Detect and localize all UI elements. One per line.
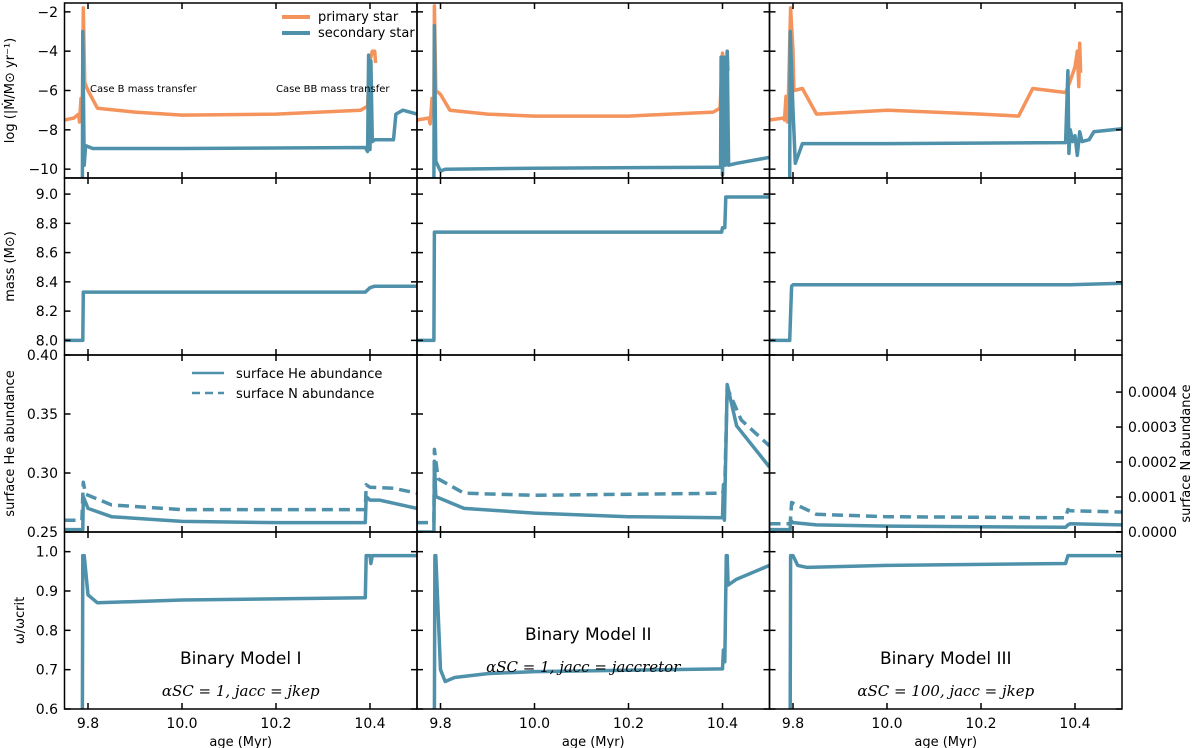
x-tick-label: 10.0 bbox=[166, 716, 197, 732]
primary-mdot-line bbox=[769, 6, 1083, 124]
annotation-case-bb: Case BB mass transfer bbox=[276, 84, 390, 95]
panel-frame bbox=[768, 531, 1123, 710]
y-tick-label: 0.40 bbox=[27, 348, 58, 364]
surface-n-line bbox=[64, 480, 417, 522]
y-tick-label: 0.7 bbox=[36, 663, 58, 679]
y-tick-label: −4 bbox=[37, 44, 58, 60]
x-tick-label: 10.0 bbox=[871, 716, 902, 732]
y-tick-label: 0.30 bbox=[27, 466, 58, 482]
y-tick-label: 8.8 bbox=[36, 216, 58, 232]
x-tick-label: 10.4 bbox=[354, 716, 385, 732]
y-tick-label-right: 0.0001 bbox=[1128, 490, 1177, 506]
y-axis-label: surface He abundance bbox=[3, 370, 18, 516]
x-axis-label: age (Myr) bbox=[914, 735, 977, 748]
y-tick-label: 0.8 bbox=[36, 623, 58, 639]
secondary-mdot-line bbox=[417, 23, 770, 178]
x-tick-label: 10.4 bbox=[1059, 716, 1090, 732]
y-tick-label: −2 bbox=[37, 5, 58, 21]
secondary-mass-line bbox=[64, 284, 417, 343]
model-title: Binary Model I bbox=[180, 649, 302, 669]
x-tick-label: 10.4 bbox=[707, 716, 738, 732]
legend-n-label: surface N abundance bbox=[236, 387, 374, 402]
legend-he-label: surface He abundance bbox=[236, 367, 382, 382]
y-axis-label: log (|Ṁ/M⊙ yr⁻¹) bbox=[2, 38, 18, 143]
y-tick-label: 9.0 bbox=[36, 187, 58, 203]
omega-line bbox=[80, 553, 417, 709]
omega-line bbox=[432, 553, 770, 709]
y-axis-label-right: surface N abundance bbox=[1179, 384, 1194, 522]
y-tick-label: −10 bbox=[28, 162, 58, 178]
x-axis-label: age (Myr) bbox=[209, 735, 272, 748]
x-tick-label: 10.2 bbox=[260, 716, 291, 732]
annotation-case-b: Case B mass transfer bbox=[90, 84, 198, 95]
panel-frame bbox=[768, 354, 1123, 533]
panel-frame bbox=[416, 354, 771, 533]
y-tick-label: 0.9 bbox=[36, 584, 58, 600]
y-tick-label: −6 bbox=[37, 84, 58, 100]
x-tick-label: 9.8 bbox=[782, 716, 804, 732]
y-tick-label: 1.0 bbox=[36, 545, 58, 561]
legend-secondary-label: secondary star bbox=[318, 26, 415, 41]
y-tick-label: 8.6 bbox=[36, 246, 58, 262]
y-tick-label: 0.25 bbox=[27, 525, 58, 541]
model-params: αSC = 1, jacc = jkep bbox=[162, 682, 320, 700]
primary-mdot-line bbox=[417, 4, 730, 126]
y-tick-label-right: 0.0004 bbox=[1128, 385, 1177, 401]
surface-he-line bbox=[769, 518, 1122, 532]
secondary-mass-line bbox=[769, 281, 1122, 343]
y-tick-label: 8.2 bbox=[36, 304, 58, 320]
y-tick-label: 8.4 bbox=[36, 275, 58, 291]
panel-frame bbox=[416, 177, 771, 356]
x-tick-label: 9.8 bbox=[429, 716, 451, 732]
primary-mdot-line bbox=[64, 6, 378, 124]
model-params: αSC = 1, jacc = jaccretor bbox=[486, 658, 681, 676]
panel-frame bbox=[63, 177, 418, 356]
y-tick-label: 0.35 bbox=[27, 407, 58, 423]
y-tick-label-right: 0.0003 bbox=[1128, 420, 1177, 436]
legend-primary-label: primary star bbox=[318, 10, 399, 25]
surface-n-line bbox=[769, 500, 1122, 526]
x-tick-label: 10.0 bbox=[519, 716, 550, 732]
secondary-mdot-line bbox=[64, 29, 417, 178]
model-params: αSC = 100, jacc = jkep bbox=[857, 682, 1034, 700]
panel-frame bbox=[768, 177, 1123, 356]
y-tick-label: 0.6 bbox=[36, 702, 58, 718]
panel-frame bbox=[416, 2, 771, 179]
y-tick-label-right: 0.0000 bbox=[1128, 525, 1177, 541]
surface-n-line bbox=[417, 386, 770, 525]
x-tick-label: 10.2 bbox=[613, 716, 644, 732]
y-tick-label: 8.0 bbox=[36, 333, 58, 349]
x-tick-label: 10.2 bbox=[965, 716, 996, 732]
model-title: Binary Model II bbox=[525, 625, 652, 645]
y-tick-label: −8 bbox=[37, 123, 58, 139]
y-axis-label: ω/ωcrit bbox=[13, 597, 28, 644]
secondary-mdot-line bbox=[769, 29, 1122, 178]
panel-frame bbox=[416, 531, 771, 710]
model-title: Binary Model III bbox=[880, 649, 1012, 669]
secondary-mass-line bbox=[417, 195, 770, 343]
omega-line bbox=[788, 553, 1122, 709]
x-tick-label: 9.8 bbox=[77, 716, 99, 732]
y-axis-label: mass (M⊙) bbox=[3, 231, 18, 302]
y-tick-label-right: 0.0002 bbox=[1128, 455, 1177, 471]
x-axis-label: age (Myr) bbox=[562, 735, 625, 748]
surface-he-line bbox=[417, 382, 770, 532]
